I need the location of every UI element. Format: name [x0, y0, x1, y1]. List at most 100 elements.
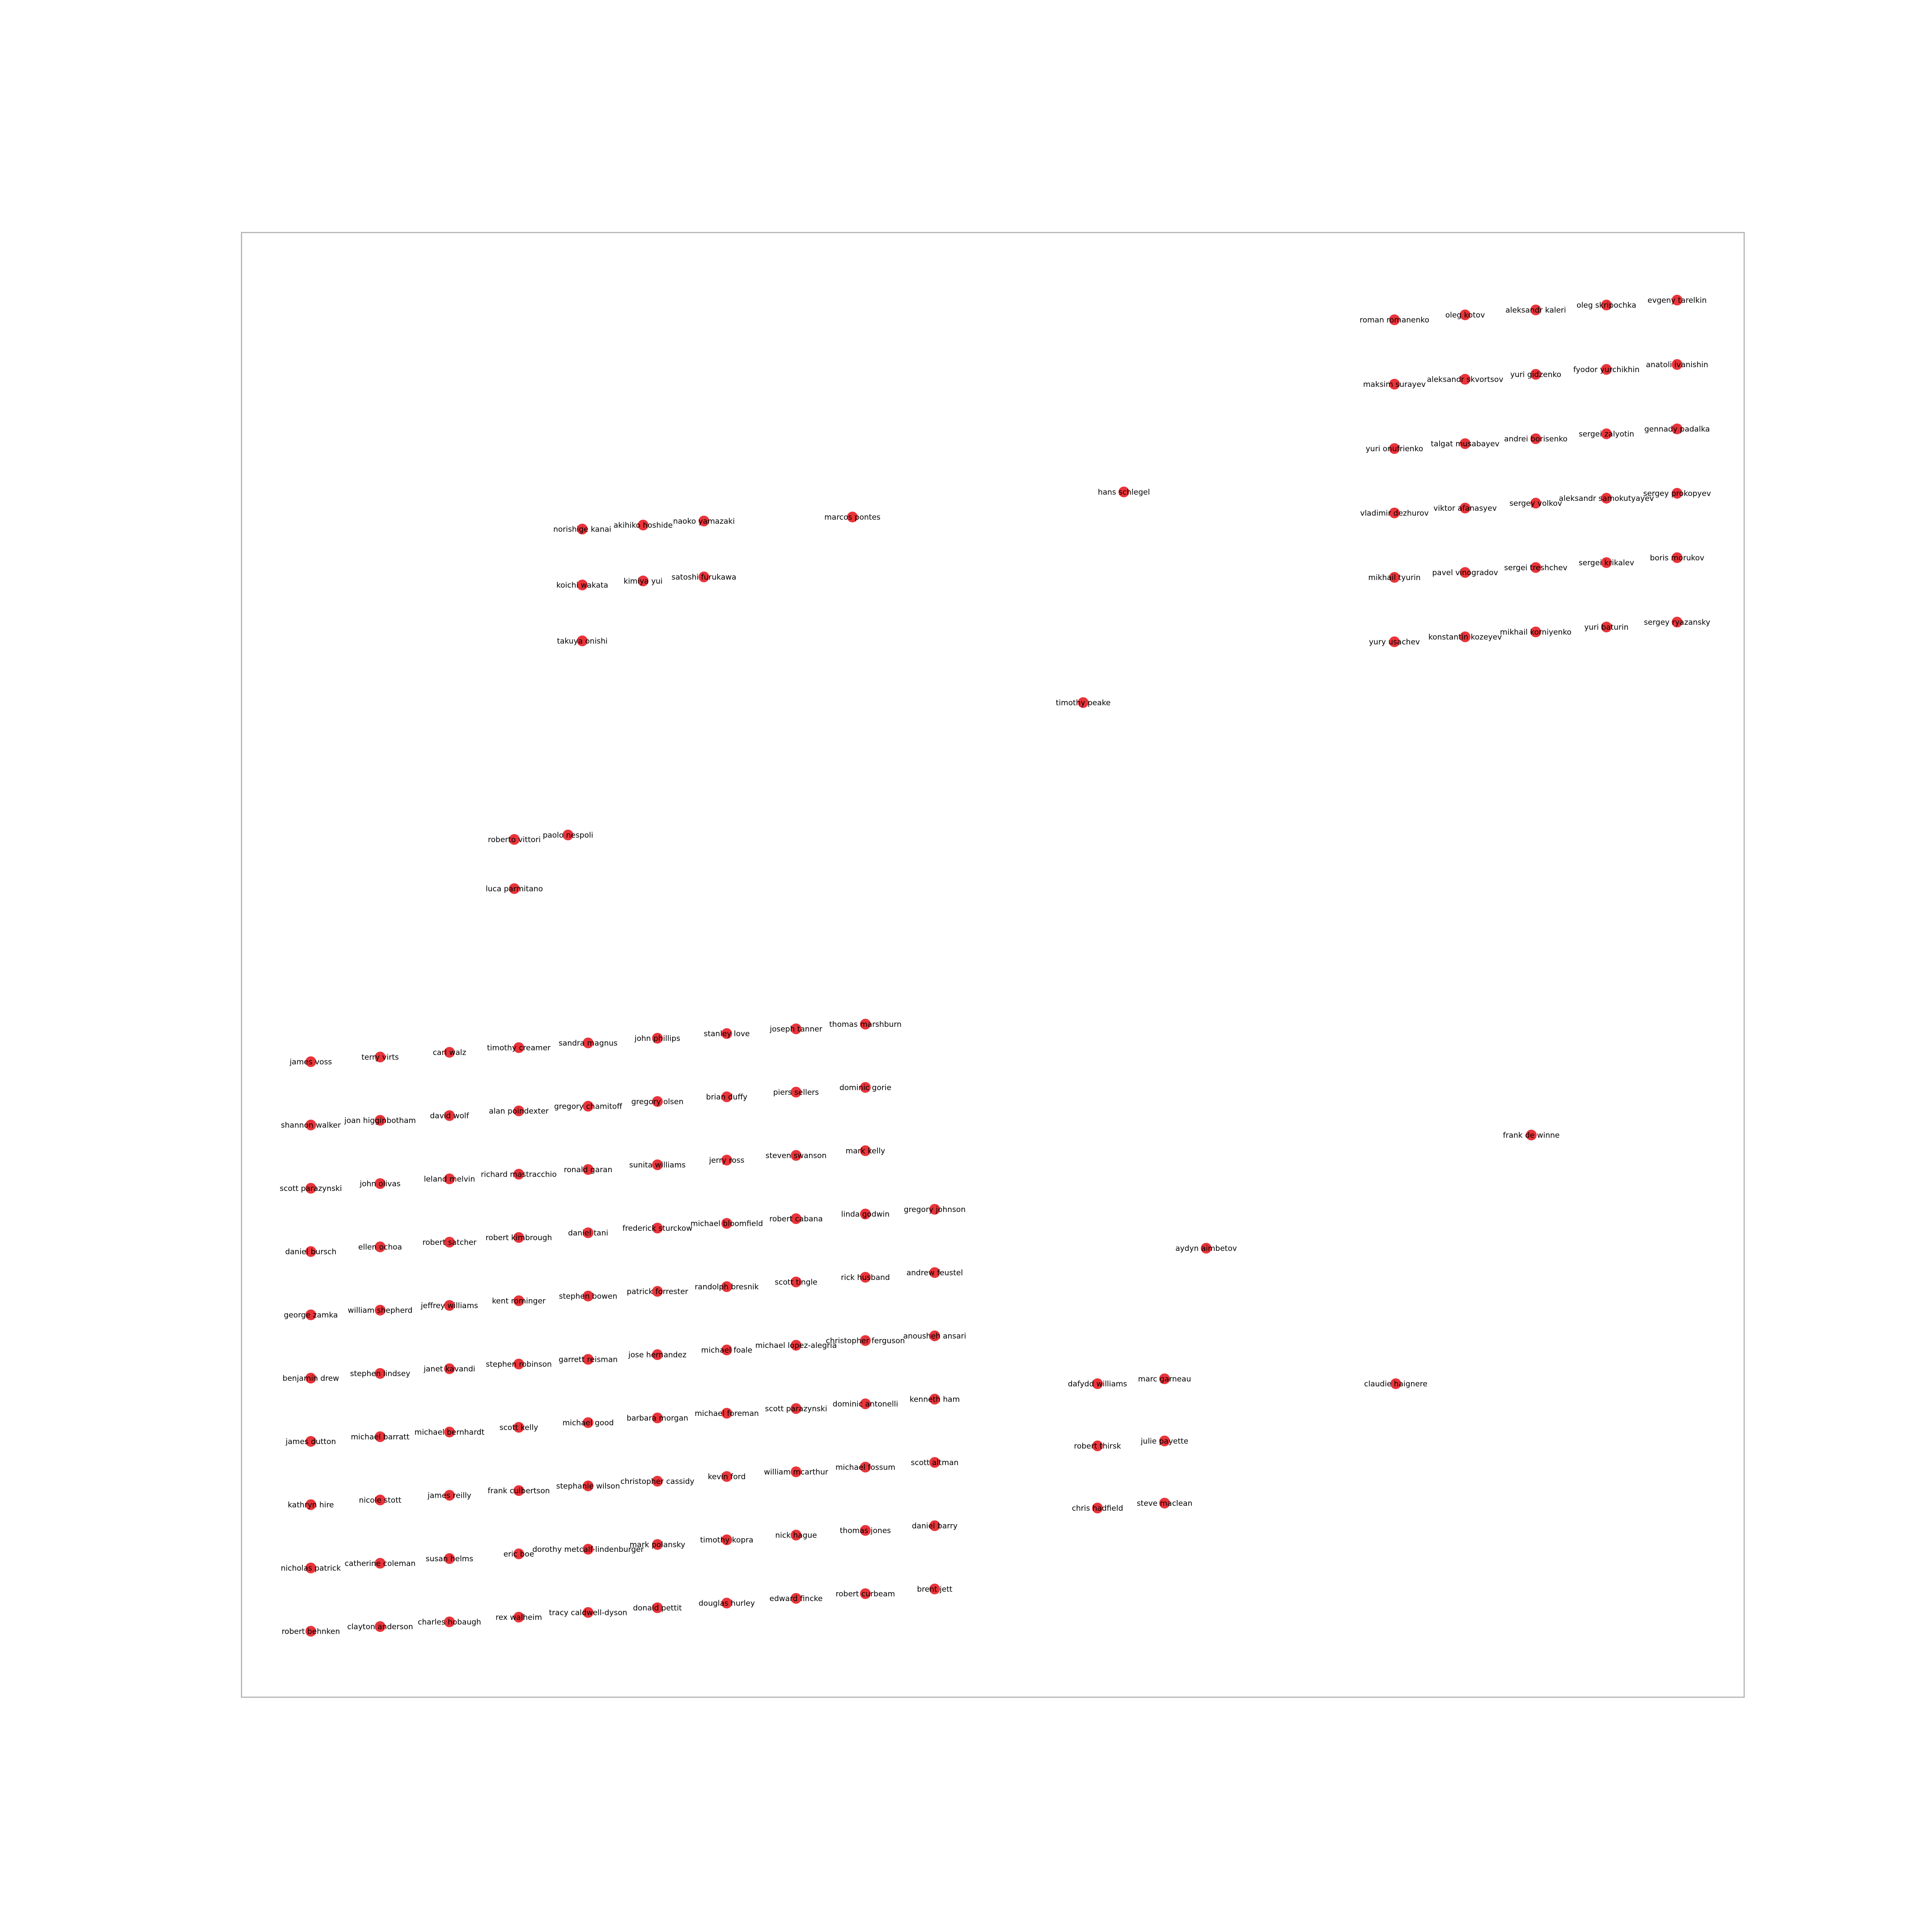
graph-node	[1601, 300, 1612, 310]
graph-node	[860, 1588, 871, 1599]
node-label: daniel barry	[912, 1522, 958, 1531]
graph-node	[375, 1495, 386, 1505]
graph-node	[1672, 424, 1682, 434]
node-label: kathryn hire	[288, 1501, 334, 1510]
graph-node	[513, 1295, 524, 1306]
graph-node	[1530, 562, 1541, 573]
node-label: george zamka	[284, 1311, 338, 1320]
node-label: robert cabana	[769, 1215, 823, 1224]
node-label: fyodor yurchikhin	[1573, 365, 1640, 374]
node-label: stephen bowen	[559, 1292, 618, 1301]
node-label: oleg kotov	[1445, 311, 1485, 320]
node-label: douglas hurley	[699, 1599, 755, 1608]
node-label: william mcarthur	[764, 1468, 828, 1477]
graph-node	[375, 1115, 386, 1126]
graph-node	[721, 1408, 732, 1419]
graph-node	[860, 1272, 871, 1283]
graph-node	[375, 1368, 386, 1379]
node-label: james reilly	[427, 1491, 471, 1500]
node-label: rick husband	[841, 1273, 890, 1282]
graph-node	[375, 1305, 386, 1316]
graph-node	[563, 830, 573, 840]
node-label: richard mastracchio	[481, 1170, 557, 1179]
graph-node	[444, 1490, 455, 1501]
graph-node	[791, 1340, 801, 1351]
graph-node	[577, 580, 588, 590]
graph-node	[860, 1525, 871, 1536]
node-label: frank de winne	[1503, 1131, 1560, 1140]
node-label: andrew feustel	[907, 1269, 963, 1278]
graph-node	[929, 1330, 940, 1341]
node-label: stephen lindsey	[350, 1369, 411, 1378]
graph-node	[305, 1183, 316, 1194]
graph-node	[444, 1616, 455, 1627]
graph-node	[305, 1119, 316, 1131]
graph-node	[652, 1096, 663, 1107]
graph-node	[721, 1597, 732, 1609]
graph-node	[847, 512, 858, 522]
graph-node	[513, 1548, 524, 1559]
node-label: barbara morgan	[627, 1414, 688, 1423]
graph-node	[583, 1291, 593, 1301]
graph-node	[860, 1335, 871, 1346]
node-label: alan poindexter	[489, 1107, 549, 1116]
graph-node	[583, 1227, 593, 1238]
graph-node	[652, 1602, 663, 1613]
node-label: michael barratt	[351, 1433, 409, 1442]
graph-node	[513, 1422, 524, 1433]
node-label: edward fincke	[770, 1594, 823, 1603]
graph-node	[721, 1534, 732, 1545]
graph-node	[375, 1051, 386, 1063]
graph-node	[652, 1476, 663, 1487]
graph-node	[305, 1563, 316, 1573]
node-label: julie payette	[1140, 1437, 1188, 1446]
graph-node	[375, 1558, 386, 1569]
node-label: michael bloomfield	[691, 1220, 763, 1229]
graph-node	[638, 576, 648, 586]
node-label: shannon walker	[281, 1121, 341, 1130]
node-label: james voss	[289, 1058, 332, 1067]
graph-node	[860, 1398, 871, 1409]
node-label: jerry ross	[708, 1156, 744, 1165]
graph-node	[577, 524, 588, 534]
node-label: robert behnken	[282, 1627, 340, 1636]
graph-node	[1389, 314, 1400, 325]
graph-node	[305, 1246, 316, 1257]
node-label: robert curbeam	[836, 1590, 895, 1599]
node-label: christopher cassidy	[620, 1477, 694, 1486]
node-label: yuri gidzenko	[1510, 370, 1561, 379]
graph-node	[860, 1145, 871, 1156]
graph-node	[721, 1028, 732, 1039]
node-label: yury usachev	[1369, 638, 1420, 647]
graph-node	[652, 1286, 663, 1297]
graph-node	[1672, 488, 1682, 499]
graph-node	[444, 1237, 455, 1248]
node-label: joseph tanner	[769, 1025, 822, 1034]
graph-node	[929, 1394, 940, 1405]
node-label: steve maclean	[1137, 1499, 1193, 1508]
graph-node	[1601, 428, 1612, 439]
graph-node	[1530, 369, 1541, 380]
graph-node	[583, 1164, 593, 1175]
graph-node	[1389, 636, 1400, 647]
node-label: christopher ferguson	[826, 1337, 905, 1346]
node-label: evgeny tarelkin	[1648, 296, 1707, 305]
node-label: sergei treshchev	[1504, 564, 1567, 572]
node-label: hans schlegel	[1098, 488, 1150, 497]
node-label: gregory chamitoff	[554, 1102, 623, 1111]
node-label: robert satcher	[423, 1238, 477, 1247]
node-label: akihiko hoshide	[614, 521, 673, 530]
node-label: michael foreman	[695, 1409, 759, 1418]
node-label: maksim surayev	[1363, 380, 1426, 389]
graph-node	[791, 1530, 801, 1541]
graph-node	[444, 1174, 455, 1184]
node-label: aleksandr samokutyayev	[1559, 494, 1654, 503]
node-label: terry virts	[361, 1053, 399, 1062]
graph-node	[1601, 622, 1612, 632]
graph-node	[583, 1354, 593, 1365]
node-label: steven swanson	[766, 1152, 827, 1161]
node-label: john phillips	[634, 1034, 680, 1043]
graph-node	[1390, 1378, 1401, 1389]
node-label: kevin ford	[708, 1473, 746, 1482]
graph-node	[305, 1626, 316, 1637]
